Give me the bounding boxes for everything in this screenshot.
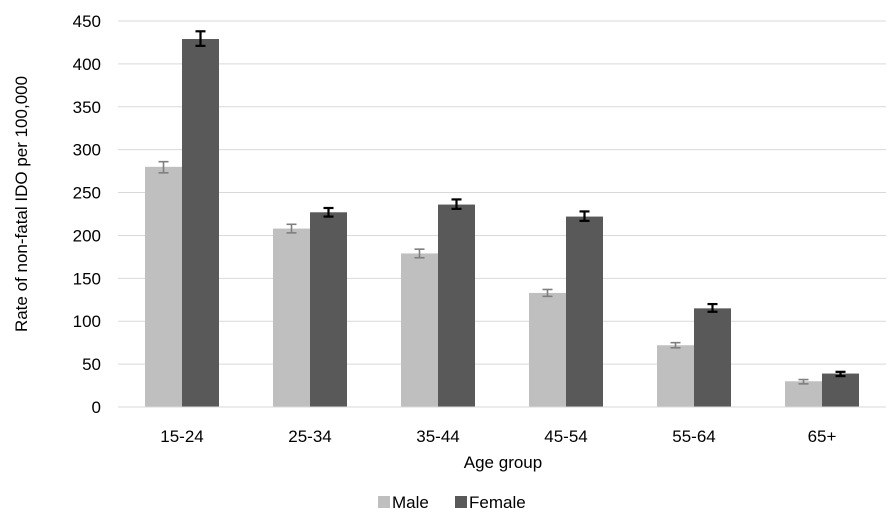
legend-label-female: Female [469,493,526,512]
x-tick-label: 65+ [808,427,837,446]
gridlines [118,20,886,365]
y-tick-label: 200 [73,226,101,245]
y-tick-labels: 0 50 100 150 200 250 300 350 400 450 [73,12,101,417]
error-bars [158,30,846,385]
y-tick-label: 450 [73,12,101,31]
x-tick-label: 25-34 [288,427,331,446]
bar-male-65+ [785,381,822,407]
bars [145,39,859,407]
bar-female-35-44 [438,204,475,407]
legend: Male Female [378,493,526,512]
x-tick-label: 45-54 [544,427,587,446]
legend-swatch-male [378,496,390,508]
y-tick-label: 400 [73,55,101,74]
x-tick-label: 15-24 [160,427,203,446]
y-tick-label: 300 [73,141,101,160]
y-tick-label: 250 [73,184,101,203]
bar-female-15-24 [182,39,219,407]
bar-male-55-64 [657,345,694,407]
y-axis-title: Rate of non-fatal IDO per 100,000 [12,76,31,332]
bar-male-15-24 [145,166,182,407]
y-tick-label: 350 [73,98,101,117]
bar-male-35-44 [401,253,438,407]
y-tick-label: 0 [92,398,101,417]
x-tick-label: 35-44 [416,427,459,446]
legend-label-male: Male [392,493,429,512]
legend-swatch-female [455,496,467,508]
bar-female-65+ [822,373,859,407]
bar-male-25-34 [273,228,310,407]
x-axis-title: Age group [464,453,542,472]
bar-male-45-54 [529,292,566,407]
y-tick-label: 50 [82,355,101,374]
y-tick-label: 150 [73,269,101,288]
x-tick-labels: 15-24 25-34 35-44 45-54 55-64 65+ [160,427,836,446]
x-tick-label: 55-64 [672,427,715,446]
bar-female-45-54 [566,216,603,407]
bar-female-55-64 [694,308,731,407]
bar-female-25-34 [310,212,347,407]
y-tick-label: 100 [73,312,101,331]
